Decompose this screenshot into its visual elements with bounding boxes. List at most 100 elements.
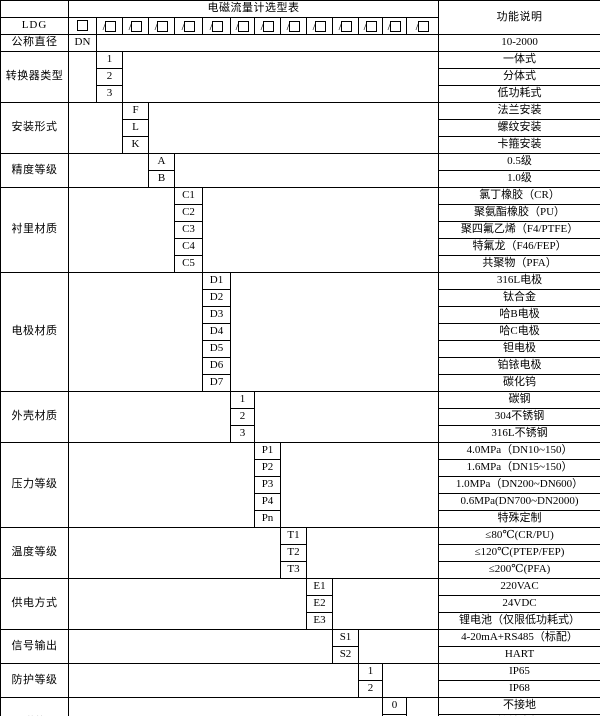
table-row: 转换器类型 1 一体式: [0, 51, 600, 103]
table-row: L 螺纹安装: [1, 119, 600, 137]
code-cell[interactable]: L: [122, 119, 149, 137]
code-box-7[interactable]: /: [254, 17, 281, 35]
description-cell: HART: [438, 646, 600, 664]
code-box-11[interactable]: /: [358, 17, 383, 35]
description-cell: 氯丁橡胶（CR）: [438, 187, 600, 205]
code-cell[interactable]: C2: [174, 204, 203, 222]
code-cell[interactable]: Pn: [254, 510, 281, 528]
spacer-right: [201, 187, 440, 273]
code-cell[interactable]: C1: [174, 187, 203, 205]
code-cell[interactable]: E1: [306, 578, 333, 596]
code-cell[interactable]: S1: [332, 629, 359, 647]
code-box-12[interactable]: /: [382, 17, 407, 35]
code-cell[interactable]: F: [122, 102, 149, 120]
code-cell[interactable]: 1: [358, 663, 383, 681]
code-cell[interactable]: C3: [174, 221, 203, 239]
title-left-pad: [0, 0, 69, 18]
code-box-5[interactable]: /: [202, 17, 231, 35]
slash-separator-icon: /: [181, 18, 185, 33]
code-cell[interactable]: T1: [280, 527, 307, 545]
code-cell[interactable]: 3: [96, 85, 123, 103]
description-cell: 哈C电极: [438, 323, 600, 341]
category-label-10: 供电方式: [0, 578, 69, 630]
spacer-left: [68, 272, 203, 392]
code-cell[interactable]: C4: [174, 238, 203, 256]
code-cell[interactable]: C5: [174, 255, 203, 273]
code-box-2[interactable]: /: [122, 17, 149, 35]
empty-box-icon: [184, 20, 196, 32]
code-box-1[interactable]: /: [96, 17, 123, 35]
code-cell[interactable]: D2: [202, 289, 231, 307]
description-cell: IP68: [438, 680, 600, 698]
spacer-right: [381, 663, 440, 698]
slash-separator-icon: /: [235, 18, 239, 33]
code-box-0[interactable]: [68, 17, 97, 35]
description-cell: 钽电极: [438, 340, 600, 358]
spacer-left: [68, 663, 359, 698]
model-prefix-cell: LDG: [0, 17, 69, 35]
code-cell[interactable]: A: [148, 153, 175, 171]
code-box-3[interactable]: /: [148, 17, 175, 35]
category-label-6: 电极材质: [0, 272, 69, 392]
empty-box-icon: [341, 20, 353, 32]
code-cell[interactable]: B: [148, 170, 175, 188]
slash-separator-icon: /: [286, 18, 290, 33]
description-cell: 铂铱电极: [438, 357, 600, 375]
code-cell[interactable]: DN: [68, 34, 97, 52]
spacer-left: [68, 391, 231, 443]
code-cell[interactable]: E3: [306, 612, 333, 630]
category-label-8: 压力等级: [0, 442, 69, 528]
code-cell[interactable]: P3: [254, 476, 281, 494]
code-cell[interactable]: 3: [230, 425, 255, 443]
code-cell[interactable]: D1: [202, 272, 231, 290]
code-box-6[interactable]: /: [230, 17, 255, 35]
code-cell[interactable]: D3: [202, 306, 231, 324]
code-cell[interactable]: 1: [382, 714, 407, 716]
empty-box-icon: [157, 20, 169, 32]
code-cell[interactable]: E2: [306, 595, 333, 613]
description-cell: ≤120℃(PTEP/FEP): [438, 544, 600, 562]
code-cell[interactable]: P1: [254, 442, 281, 460]
table-row: D6 铂铱电极: [1, 357, 600, 375]
code-box-9[interactable]: /: [306, 17, 333, 35]
code-box-8[interactable]: /: [280, 17, 307, 35]
code-cell[interactable]: 2: [230, 408, 255, 426]
code-cell[interactable]: K: [122, 136, 149, 154]
code-box-4[interactable]: /: [174, 17, 203, 35]
spacer-right: [331, 578, 440, 630]
table-row: 压力等级 P1 4.0MPa（DN10~150）: [0, 442, 600, 528]
table-row: 防护等级 1 IP65: [0, 663, 600, 698]
code-cell[interactable]: 0: [382, 697, 407, 715]
code-cell[interactable]: T3: [280, 561, 307, 579]
description-cell: 1.0级: [438, 170, 600, 188]
code-cell[interactable]: S2: [332, 646, 359, 664]
description-cell: 聚氨酯橡胶（PU）: [438, 204, 600, 222]
code-box-10[interactable]: /: [332, 17, 359, 35]
spacer-right: [121, 51, 440, 103]
table-row: 电极材质 D1 316L电极: [0, 272, 600, 392]
code-cell[interactable]: P4: [254, 493, 281, 511]
code-cell[interactable]: D6: [202, 357, 231, 375]
code-cell[interactable]: D4: [202, 323, 231, 341]
category-label-4: 精度等级: [0, 153, 69, 188]
code-cell[interactable]: D7: [202, 374, 231, 392]
table-row: 安装形式 F 法兰安装: [0, 102, 600, 154]
code-cell[interactable]: 2: [96, 68, 123, 86]
spacer-right: [173, 153, 440, 188]
code-cell[interactable]: 2: [358, 680, 383, 698]
spacer-right: [305, 527, 440, 579]
description-cell: ≤80℃(CR/PU): [438, 527, 600, 545]
code-cell[interactable]: P2: [254, 459, 281, 477]
slash-separator-icon: /: [128, 18, 132, 33]
code-box-13[interactable]: /: [405, 17, 440, 35]
description-cell: 法兰安装: [438, 102, 600, 120]
code-cell[interactable]: 1: [96, 51, 123, 69]
table-row: 外壳材质 1 碳钢: [0, 391, 600, 443]
empty-box-icon: [418, 20, 430, 32]
code-cell[interactable]: D5: [202, 340, 231, 358]
code-cell[interactable]: 1: [230, 391, 255, 409]
table-row: 衬里材质 C1 氯丁橡胶（CR）: [0, 187, 600, 273]
spacer-right: [147, 102, 440, 154]
code-cell[interactable]: T2: [280, 544, 307, 562]
